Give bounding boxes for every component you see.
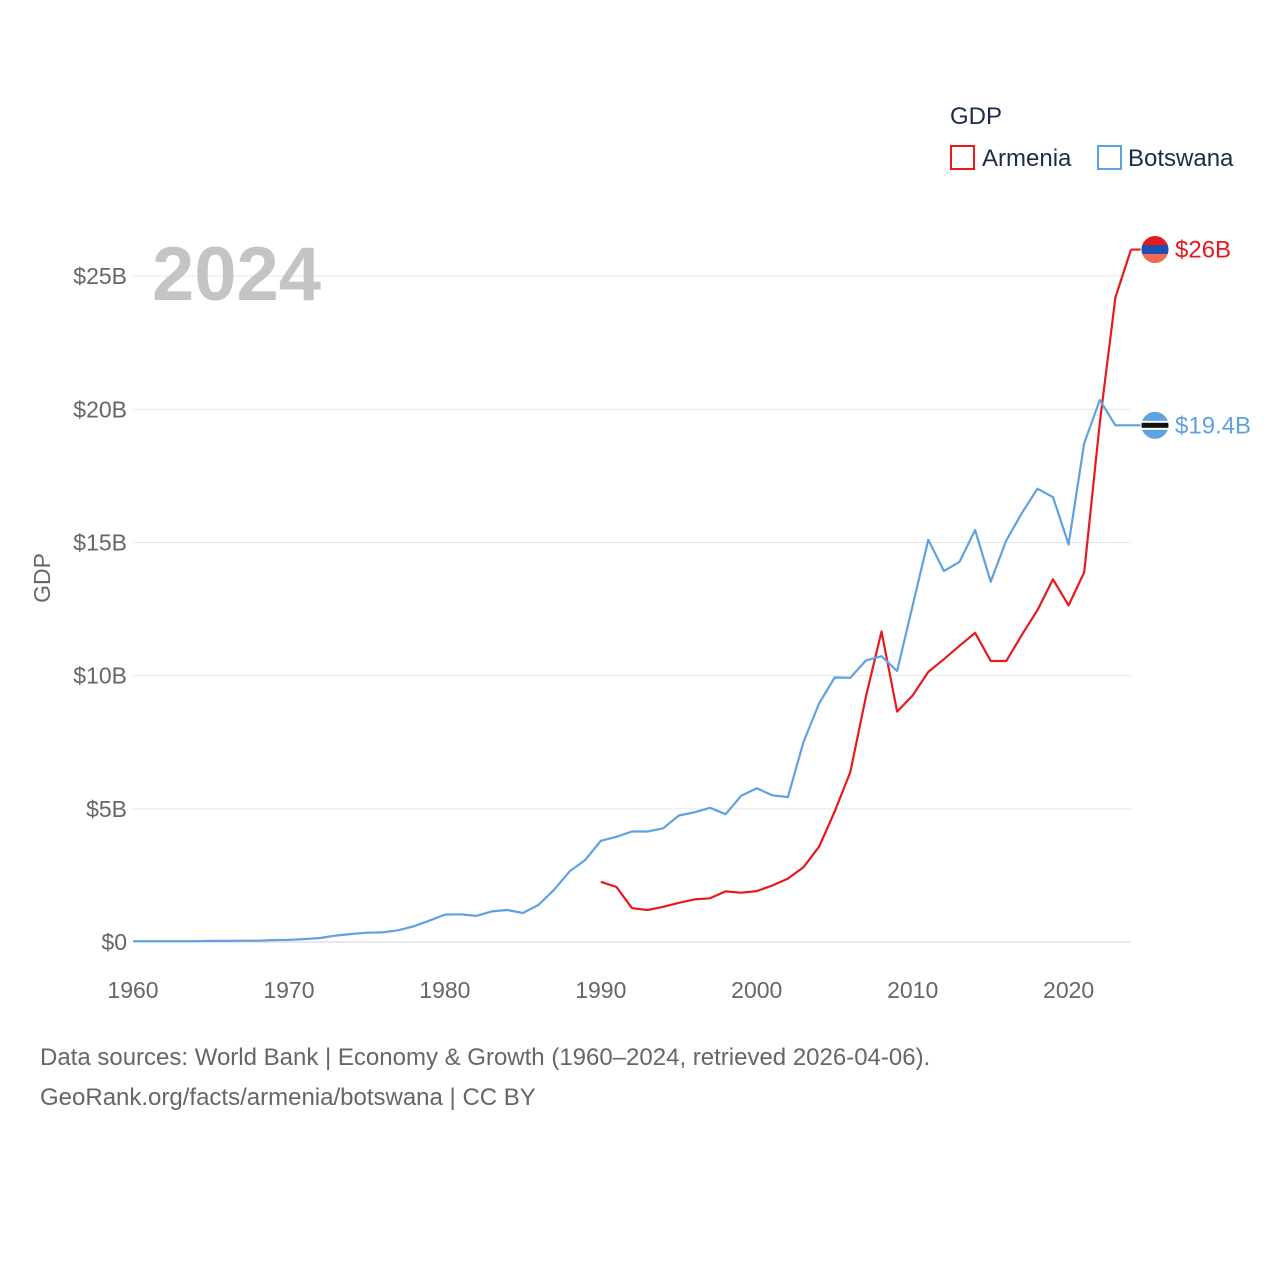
y-axis-ticks: $0 $5B $10B $15B $20B $25B	[73, 263, 127, 955]
legend-swatch-botswana	[1097, 145, 1122, 170]
x-tick-label: 1960	[107, 977, 158, 1003]
x-tick-label: 2020	[1043, 977, 1094, 1003]
legend-item-botswana[interactable]: Botswana	[1097, 145, 1234, 172]
x-tick-label: 2000	[731, 977, 782, 1003]
y-tick-label: $25B	[73, 263, 127, 289]
footer-attribution[interactable]: GeoRank.org/facts/armenia/botswana | CC …	[40, 1084, 536, 1111]
y-axis-title: GDP	[29, 553, 55, 603]
footer-sources: Data sources: World Bank | Economy & Gro…	[40, 1044, 931, 1071]
series-lines	[133, 249, 1133, 943]
legend-swatch-armenia	[950, 145, 975, 170]
series-line-armenia[interactable]	[600, 249, 1133, 912]
series-line-botswana[interactable]	[133, 398, 1131, 943]
x-axis-ticks: 1960 1970 1980 1990 2000 2010 2020	[107, 977, 1094, 1003]
y-tick-label: $0	[101, 929, 127, 955]
end-label-armenia: $26B	[1175, 237, 1231, 264]
x-tick-label: 2010	[887, 977, 938, 1003]
gridlines	[133, 275, 1131, 943]
legend-item-armenia[interactable]: Armenia	[950, 145, 1072, 172]
end-markers: $26B $19.4B	[1131, 235, 1251, 440]
legend-label-armenia: Armenia	[982, 145, 1072, 172]
x-tick-label: 1980	[419, 977, 470, 1003]
legend: GDP Armenia Botswana	[950, 103, 1234, 172]
legend-label-botswana: Botswana	[1128, 145, 1234, 172]
legend-title: GDP	[950, 103, 1002, 130]
armenia-flag-icon	[1140, 235, 1170, 265]
y-tick-label: $5B	[86, 796, 127, 822]
end-label-botswana: $19.4B	[1175, 412, 1251, 439]
botswana-flag-icon	[1140, 410, 1170, 440]
year-label: 2024	[152, 232, 321, 317]
x-tick-label: 1970	[263, 977, 314, 1003]
y-tick-label: $20B	[73, 396, 127, 422]
y-tick-label: $15B	[73, 530, 127, 556]
x-tick-label: 1990	[575, 977, 626, 1003]
y-tick-label: $10B	[73, 663, 127, 689]
